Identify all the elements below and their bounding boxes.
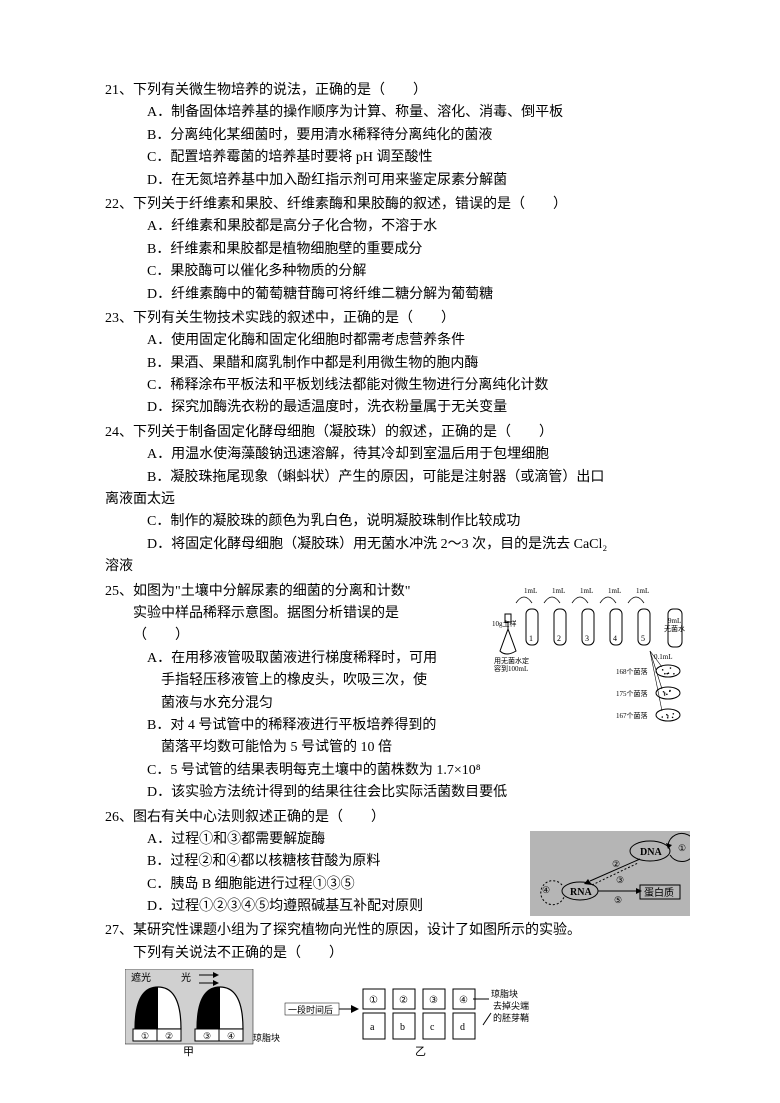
q24-opt-a: A．用温水使海藻酸钠迅速溶解，待其冷却到室温后用于包埋细胞 <box>105 444 690 466</box>
q24-opt-b-1: B．凝胶珠拖尾现象（蝌蚪状）产生的原因，可能是注射器（或滴管）出口 <box>105 467 690 489</box>
svg-text:168个菌落: 168个菌落 <box>616 667 648 676</box>
svg-text:1: 1 <box>529 634 533 643</box>
svg-text:③: ③ <box>429 995 438 1006</box>
svg-text:甲: 甲 <box>183 1046 194 1057</box>
q21-opt-c: C．配置培养霉菌的培养基时要将 pH 调至酸性 <box>105 147 690 169</box>
svg-text:②: ② <box>165 1031 173 1041</box>
q22-stem: 22、下列关于纤维素和果胶、纤维素酶和果胶酶的叙述，错误的是（ ） <box>105 194 690 216</box>
svg-text:④: ④ <box>459 995 468 1006</box>
svg-text:容到100mL: 容到100mL <box>494 664 528 673</box>
q25-stem-1: 25、如图为"土壤中分解尿素的细菌的分离和计数" <box>105 581 482 603</box>
question-23: 23、下列有关生物技术实践的叙述中，正确的是（ ） A．使用固定化酶和固定化细胞… <box>105 308 690 420</box>
q26-opt-b: B．过程②和④都以核糖核苷酸为原料 <box>105 851 522 873</box>
q26-figure: DNA ① RNA ④ 蛋白质 ② ③ <box>530 829 690 919</box>
q27-stem-1: 27、某研究性课题小组为了探究植物向光性的原因，设计了如图所示的实验。 <box>105 920 690 942</box>
svg-text:1mL: 1mL <box>552 587 565 595</box>
q24-opt-d-2: 溶液 <box>105 556 690 578</box>
svg-text:②: ② <box>612 859 620 869</box>
q25-opt-b-2: 菌落平均数可能恰为 5 号试管的 10 倍 <box>105 737 482 759</box>
exam-page: 21、下列有关微生物培养的说法，正确的是（ ） A．制备固体培养基的操作顺序为计… <box>0 0 780 1103</box>
q27-stem-2: 下列有关说法不正确的是（ ） <box>105 943 690 965</box>
q21-stem: 21、下列有关微生物培养的说法，正确的是（ ） <box>105 80 690 102</box>
question-24: 24、下列关于制备固定化酵母细胞（凝胶珠）的叙述，正确的是（ ） A．用温水使海… <box>105 422 690 579</box>
svg-text:①: ① <box>369 995 378 1006</box>
q25-opt-a-1: A．在用移液管吸取菌液进行梯度稀释时，可用 <box>105 648 482 670</box>
q25-stem-3: （ ） <box>105 625 482 647</box>
q21-opt-b: B．分离纯化某细菌时，要用清水稀释待分离纯化的菌液 <box>105 125 690 147</box>
q23-stem: 23、下列有关生物技术实践的叙述中，正确的是（ ） <box>105 308 690 330</box>
svg-text:去掉尖端: 去掉尖端 <box>493 1000 529 1011</box>
svg-text:光: 光 <box>181 971 191 984</box>
svg-text:①: ① <box>678 843 686 853</box>
svg-text:1mL: 1mL <box>608 587 621 595</box>
q25-opt-c: C．5 号试管的结果表明每克土壤中的菌株数为 1.7×10⁸ <box>105 760 690 782</box>
q24-opt-b-2: 离液面太远 <box>105 489 690 511</box>
q25-figure: 10g土样 用无菌水定 容到100mL 1 1mL 2 1mL 3 1mL 4 1mL 5 1mL… <box>490 581 690 760</box>
q25-opt-a-3: 菌液与水充分混匀 <box>105 693 482 715</box>
svg-text:9mL: 9mL <box>668 617 681 625</box>
svg-text:④: ④ <box>542 885 550 895</box>
q26-stem: 26、图右有关中心法则叙述正确的是（ ） <box>105 807 690 829</box>
q25-opt-b-1: B．对 4 号试管中的稀释液进行平板培养得到的 <box>105 715 482 737</box>
svg-text:④: ④ <box>227 1031 235 1041</box>
svg-text:5: 5 <box>641 634 645 643</box>
q21-opt-a: A．制备固体培养基的操作顺序为计算、称量、溶化、消毒、倒平板 <box>105 102 690 124</box>
svg-text:1mL: 1mL <box>524 587 537 595</box>
q23-opt-d: D．探究加酶洗衣粉的最适温度时，洗衣粉量属于无关变量 <box>105 397 690 419</box>
svg-text:遮光: 遮光 <box>131 971 151 984</box>
svg-text:RNA: RNA <box>570 887 592 898</box>
svg-text:2: 2 <box>557 634 561 643</box>
q22-opt-d: D．纤维素酶中的葡萄糖苷酶可将纤维二糖分解为葡萄糖 <box>105 284 690 306</box>
svg-text:c: c <box>430 1022 435 1033</box>
svg-text:②: ② <box>399 995 408 1006</box>
q21-opt-d: D．在无氮培养基中加入酚红指示剂可用来鉴定尿素分解菌 <box>105 170 690 192</box>
q22-opt-a: A．纤维素和果胶都是高分子化合物，不溶于水 <box>105 216 690 238</box>
svg-text:用无菌水定: 用无菌水定 <box>494 656 529 665</box>
q25-stem-2: 实验中样品稀释示意图。据图分析错误的是 <box>105 603 482 625</box>
q23-opt-c: C．稀释涂布平板法和平板划线法都能对微生物进行分离纯化计数 <box>105 375 690 397</box>
q22-opt-b: B．纤维素和果胶都是植物细胞壁的重要成分 <box>105 239 690 261</box>
q26-opt-d: D．过程①②③④⑤均遵照碱基互补配对原则 <box>105 896 522 918</box>
q26-opt-a: A．过程①和③都需要解旋酶 <box>105 829 522 851</box>
svg-text:蛋白质: 蛋白质 <box>644 886 674 899</box>
svg-text:4: 4 <box>613 634 617 643</box>
svg-text:0.1mL: 0.1mL <box>654 653 672 661</box>
q24-opt-c: C．制作的凝胶珠的颜色为乳白色，说明凝胶珠制作比较成功 <box>105 511 690 533</box>
svg-text:175个菌落: 175个菌落 <box>616 689 648 698</box>
q25-opt-d: D．该实验方法统计得到的结果往往会比实际活菌数目要低 <box>105 782 690 804</box>
question-25: 25、如图为"土壤中分解尿素的细菌的分离和计数" 实验中样品稀释示意图。据图分析… <box>105 581 690 805</box>
svg-text:乙: 乙 <box>415 1045 426 1057</box>
svg-text:琼脂块: 琼脂块 <box>491 988 518 999</box>
svg-text:③: ③ <box>616 875 624 885</box>
svg-text:b: b <box>400 1022 405 1033</box>
svg-text:a: a <box>370 1022 375 1033</box>
svg-text:DNA: DNA <box>640 847 662 858</box>
question-26: 26、图右有关中心法则叙述正确的是（ ） A．过程①和③都需要解旋酶 B．过程②… <box>105 807 690 919</box>
svg-text:的胚芽鞘: 的胚芽鞘 <box>493 1012 529 1023</box>
question-27: 27、某研究性课题小组为了探究植物向光性的原因，设计了如图所示的实验。 下列有关… <box>105 920 690 1057</box>
q27-figure: 遮光 光 ① ② ③ ④ 甲 琼脂块 <box>105 965 690 1057</box>
svg-text:167个菌落: 167个菌落 <box>616 711 648 720</box>
svg-text:d: d <box>460 1022 465 1033</box>
q24-stem: 24、下列关于制备固定化酵母细胞（凝胶珠）的叙述，正确的是（ ） <box>105 422 690 444</box>
question-21: 21、下列有关微生物培养的说法，正确的是（ ） A．制备固体培养基的操作顺序为计… <box>105 80 690 192</box>
svg-text:10g土样: 10g土样 <box>492 619 517 628</box>
question-22: 22、下列关于纤维素和果胶、纤维素酶和果胶酶的叙述，错误的是（ ） A．纤维素和… <box>105 194 690 306</box>
svg-text:①: ① <box>141 1031 149 1041</box>
svg-text:③: ③ <box>203 1031 211 1041</box>
svg-text:一段时间后: 一段时间后 <box>288 1004 333 1015</box>
svg-text:⑤: ⑤ <box>614 895 622 905</box>
svg-text:1mL: 1mL <box>580 587 593 595</box>
q24-opt-d-1: D．将固定化酵母细胞（凝胶珠）用无菌水冲洗 2～3 次，目的是洗去 CaCl₂ <box>105 534 690 556</box>
q25-opt-a-2: 手指轻压移液管上的橡皮头，吹吸三次，使 <box>105 670 482 692</box>
q23-opt-a: A．使用固定化酶和固定化细胞时都需考虑营养条件 <box>105 330 690 352</box>
svg-text:琼脂块: 琼脂块 <box>253 1032 280 1043</box>
q26-opt-c: C．胰岛 B 细胞能进行过程①③⑤ <box>105 874 522 896</box>
svg-text:1mL: 1mL <box>636 587 649 595</box>
q23-opt-b: B．果酒、果醋和腐乳制作中都是利用微生物的胞内酶 <box>105 353 690 375</box>
q22-opt-c: C．果胶酶可以催化多种物质的分解 <box>105 261 690 283</box>
svg-text:3: 3 <box>585 634 589 643</box>
svg-text:无菌水: 无菌水 <box>664 624 685 633</box>
